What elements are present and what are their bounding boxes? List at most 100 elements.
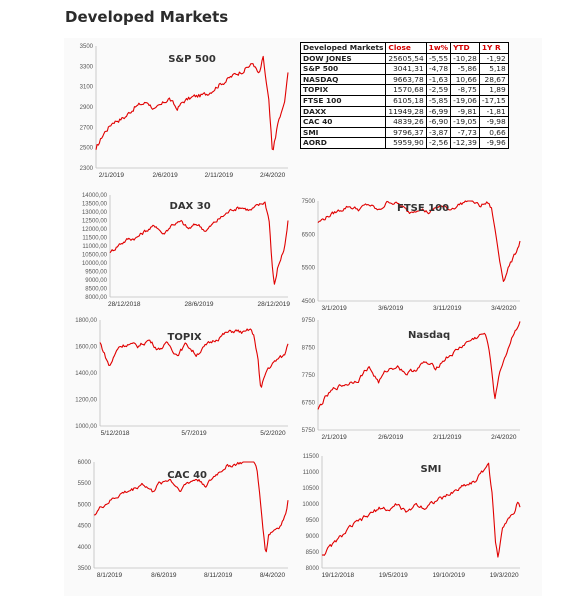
market-value: -6,99: [425, 105, 452, 118]
market-name: FTSE 100: [299, 94, 387, 107]
market-value: -6,90: [425, 116, 452, 128]
market-value: -2,59: [425, 84, 452, 96]
table-row: AORD 5959,90 -2,56 -12,39 -9,96: [299, 137, 509, 149]
y-tick-label: 3100: [80, 85, 94, 91]
y-tick-label: 3300: [80, 64, 94, 70]
chart-svg: 8000 8500 9000 9500 10000 10500 11000 11500 19/1…: [302, 454, 521, 579]
market-value: 10,66: [450, 73, 480, 86]
y-tick-label: 4000: [78, 545, 92, 551]
x-tick-label: 5/12/2018: [101, 430, 130, 437]
table-row: DAXX 11949,28 -6,99 -9,81 -1,81: [299, 105, 509, 118]
series-line: [321, 462, 521, 558]
x-tick-label: 8/11/2019: [204, 572, 233, 579]
market-value: 25605,54: [385, 52, 427, 65]
y-tick-label: 8000: [306, 566, 320, 572]
y-tick-label: 9500: [306, 518, 320, 524]
market-name: NASDAQ: [299, 73, 387, 86]
y-tick-label: 1800,00: [75, 318, 97, 324]
chart-svg: 3500 4000 4500 5000 5500 6000 8/1/2019 8/6/2019…: [78, 460, 289, 579]
y-tick-label: 9000,00: [85, 278, 107, 284]
x-tick-label: 3/6/2019: [378, 305, 404, 312]
y-tick-label: 6750: [302, 401, 316, 407]
y-tick-label: 11000: [303, 470, 320, 476]
market-name: SMI: [299, 126, 387, 139]
market-name: S&P 500: [299, 63, 387, 75]
y-tick-label: 11000,00: [82, 244, 107, 250]
x-tick-label: 28/12/2018: [108, 301, 141, 308]
table-header-row: Developed Markets Close 1w% YTD 1Y R: [299, 42, 509, 54]
market-value: -3,87: [425, 126, 452, 139]
chart-title: CAC 40: [167, 470, 207, 481]
series-line: [317, 321, 521, 410]
chart-title: SMI: [420, 464, 441, 475]
x-tick-label: 5/7/2019: [181, 430, 207, 437]
market-value: 1,89: [478, 84, 509, 96]
y-tick-label: 9000: [306, 534, 320, 540]
market-value: -9,98: [478, 116, 509, 128]
market-value: 9796,37: [385, 126, 427, 139]
x-tick-label: 19/5/2019: [379, 572, 408, 579]
x-tick-label: 2/6/2019: [152, 172, 178, 179]
market-value: 9663,78: [385, 73, 427, 86]
y-tick-label: 5000: [78, 502, 92, 508]
y-tick-label: 1600,00: [75, 345, 97, 351]
column-header: 1w%: [425, 42, 452, 54]
table-row: NASDAQ 9663,78 -1,63 10,66 28,67: [299, 73, 509, 86]
x-tick-label: 2/1/2019: [322, 434, 348, 441]
chart-title: TOPIX: [168, 332, 202, 343]
chart-svg: 1000,00 1200,00 1400,00 1600,00 1800,00 5/12/…: [75, 318, 289, 437]
table-row: FTSE 100 6105,18 -5,85 -19,06 -17,15: [299, 94, 509, 107]
x-tick-label: 8/4/2020: [260, 572, 286, 579]
table-row: S&P 500 3041,31 -4,78 -5,86 5,18: [299, 63, 509, 75]
market-value: 5959,90: [385, 137, 427, 149]
y-tick-label: 2500: [80, 146, 94, 152]
x-tick-label: 5/2/2020: [260, 430, 286, 437]
y-tick-label: 7750: [302, 373, 316, 379]
y-tick-label: 13000,00: [82, 210, 108, 216]
market-value: -17,15: [478, 94, 509, 107]
y-tick-label: 3500: [80, 44, 94, 50]
chart-smi: 8000 8500 9000 9500 10000 10500 11000 11500 19/1…: [296, 452, 530, 582]
y-tick-label: 8500,00: [85, 287, 107, 293]
x-tick-label: 19/3/2020: [490, 572, 519, 579]
page-title: Developed Markets: [65, 8, 229, 26]
column-header: Close: [385, 42, 427, 54]
market-value: 4839,26: [385, 116, 427, 128]
y-tick-label: 4500: [78, 524, 92, 530]
market-value: 1570,68: [385, 84, 427, 96]
x-tick-label: 3/11/2019: [433, 305, 462, 312]
column-header: YTD: [450, 42, 480, 54]
x-tick-label: 2/1/2019: [99, 172, 125, 179]
y-tick-label: 14000,00: [82, 193, 108, 199]
y-tick-label: 2700: [80, 125, 94, 131]
table-row: SMI 9796,37 -3,87 -7,73 0,66: [299, 126, 509, 139]
chart-svg: 4500 5500 6500 7500 3/1/2019 3/6/2019 3/11/201…: [302, 199, 521, 312]
y-tick-label: 11500: [303, 454, 320, 460]
x-tick-label: 8/6/2019: [151, 572, 177, 579]
y-tick-label: 7500: [302, 199, 316, 205]
chart-title: Nasdaq: [408, 330, 450, 341]
y-tick-label: 1200,00: [75, 398, 97, 404]
y-tick-label: 2300: [80, 166, 94, 172]
x-tick-label: 3/1/2019: [322, 305, 348, 312]
x-tick-label: 19/12/2018: [322, 572, 355, 579]
y-tick-label: 2900: [80, 105, 94, 111]
y-tick-label: 12000,00: [82, 227, 108, 233]
market-name: TOPIX: [299, 84, 387, 96]
market-value: 28,67: [478, 73, 509, 86]
y-tick-label: 5500: [78, 481, 92, 487]
developed-markets-table: Developed Markets Close 1w% YTD 1Y R DOW…: [299, 42, 509, 149]
y-tick-label: 5750: [302, 428, 316, 434]
series-line: [109, 201, 289, 285]
market-value: -9,81: [450, 105, 480, 118]
chart-dax30: 8000,00 8500,00 9000,00 9500,00 10000,00 1050…: [68, 191, 294, 313]
market-value: 5,18: [478, 63, 509, 75]
series-line: [93, 461, 289, 553]
y-tick-label: 8500: [306, 550, 320, 556]
market-name: CAC 40: [299, 116, 387, 128]
y-tick-label: 3500: [78, 566, 92, 572]
x-tick-label: 8/1/2019: [97, 572, 123, 579]
market-name: AORD: [299, 137, 387, 149]
market-value: -19,06: [450, 94, 480, 107]
market-value: -19,05: [450, 116, 480, 128]
